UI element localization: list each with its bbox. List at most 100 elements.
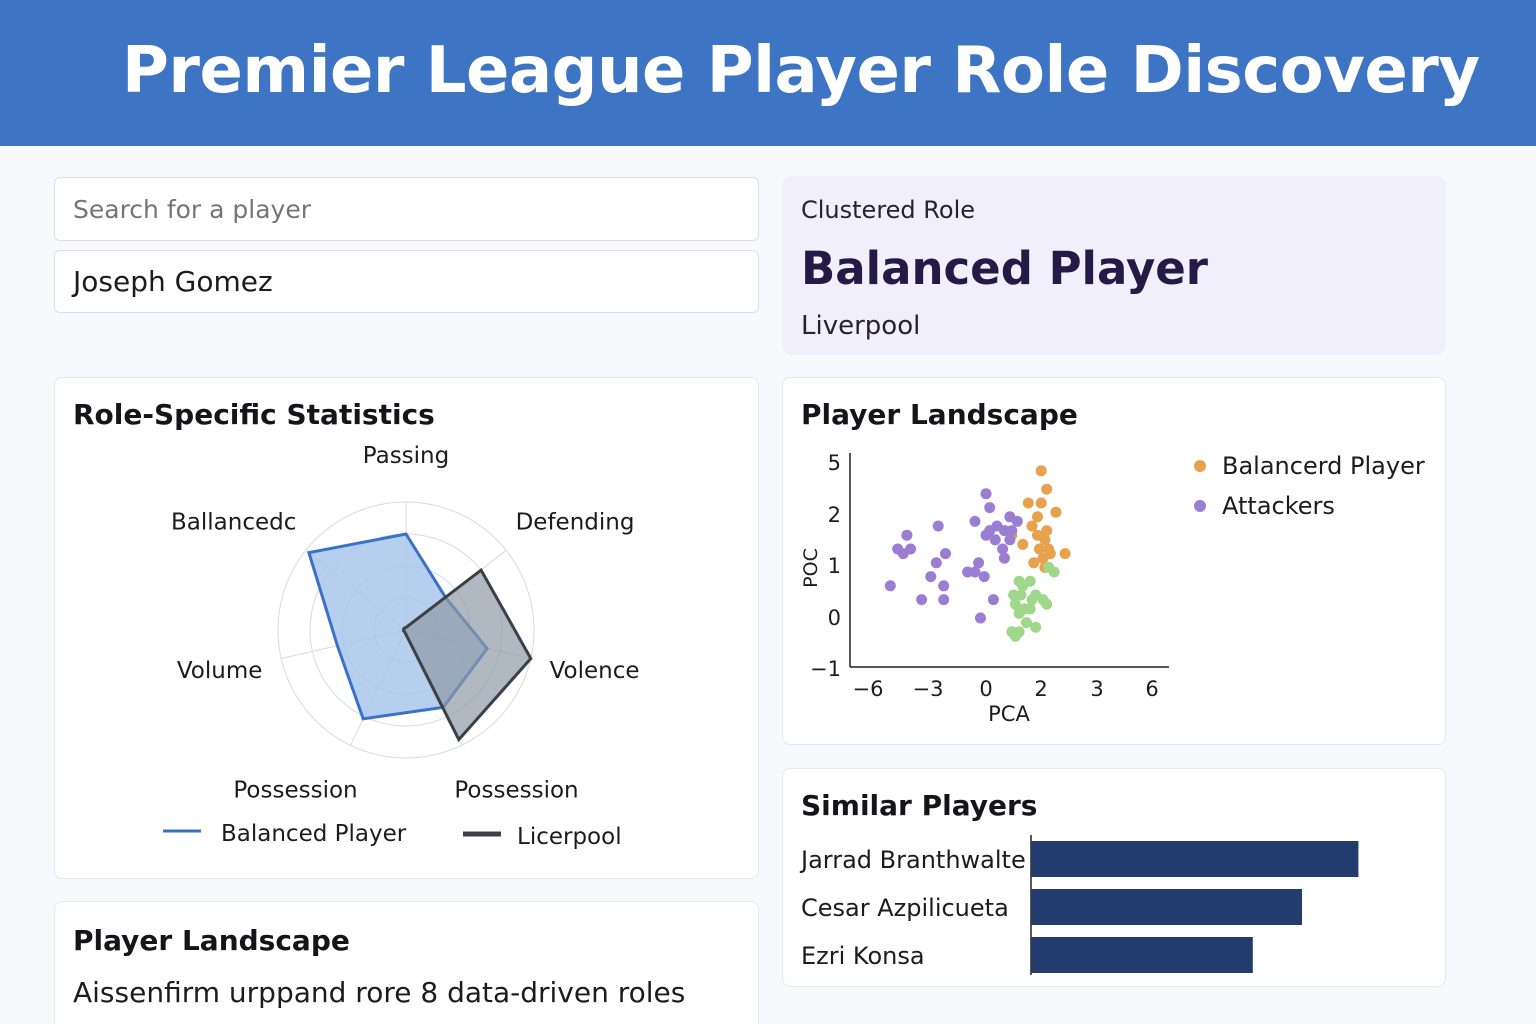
clustered-role-label: Clustered Role bbox=[801, 196, 975, 224]
scatter-point bbox=[1041, 483, 1053, 495]
scatter-point bbox=[1033, 543, 1045, 555]
scatter-point bbox=[980, 488, 992, 500]
scatter-legend-marker bbox=[1194, 500, 1206, 512]
radar-axis-label: Volume bbox=[177, 658, 263, 684]
radar-legend-label: Licerpool bbox=[517, 824, 622, 850]
scatter-point bbox=[1041, 598, 1053, 610]
about-text: Aissenfirm urppand rore 8 data-driven ro… bbox=[73, 976, 686, 1009]
scatter-point bbox=[1017, 538, 1029, 550]
about-title: Player Landscape bbox=[73, 924, 350, 957]
scatter-point bbox=[1017, 580, 1029, 592]
scatter-point bbox=[1024, 603, 1036, 615]
scatter-legend-marker bbox=[1194, 460, 1206, 472]
scatter-point bbox=[1048, 566, 1060, 578]
y-tick-label: 5 bbox=[828, 451, 841, 475]
x-tick-label: −6 bbox=[853, 677, 884, 701]
role-statistics-title: Role-Specific Statistics bbox=[73, 398, 435, 431]
similar-player-name: Ezri Konsa bbox=[801, 942, 925, 970]
scatter-point bbox=[997, 543, 1009, 555]
scatter-point bbox=[969, 515, 981, 527]
scatter-point bbox=[1022, 497, 1034, 509]
scatter-point bbox=[1004, 534, 1016, 546]
radar-axis-label: Possession bbox=[233, 778, 357, 804]
clustered-role-name: Balanced Player bbox=[801, 242, 1208, 295]
scatter-point bbox=[1026, 520, 1038, 532]
scatter-point bbox=[1006, 525, 1018, 537]
scatter-point bbox=[998, 552, 1010, 564]
scatter-legend-label: Attackers bbox=[1222, 492, 1335, 520]
player-landscape-title: Player Landscape bbox=[801, 398, 1078, 431]
scatter-point bbox=[916, 594, 928, 606]
scatter-point bbox=[1013, 607, 1025, 619]
player-landscape-card: Player Landscape −6 −3 0 2 3 6 5 2 1 0 −1 PCA POC Bal… bbox=[782, 377, 1446, 745]
page-title: Premier League Player Role Discovery bbox=[122, 34, 1480, 108]
player-search-input[interactable] bbox=[54, 177, 759, 241]
scatter-point bbox=[978, 571, 990, 583]
selected-player-value: Joseph Gomez bbox=[73, 265, 273, 298]
radar-axis-label: Passing bbox=[363, 443, 449, 469]
x-tick-label: 2 bbox=[1034, 677, 1047, 701]
radar-chart: Passing Defending Volence Possession Possess… bbox=[163, 443, 640, 850]
scatter-point bbox=[884, 580, 896, 592]
scatter-point bbox=[1028, 557, 1040, 569]
scatter-point bbox=[969, 566, 981, 578]
scatter-point bbox=[984, 502, 996, 514]
x-axis-title: PCA bbox=[988, 702, 1030, 726]
radar-series-area bbox=[401, 567, 533, 743]
scatter-point bbox=[1030, 621, 1042, 633]
similar-player-name: Jarrad Branthwalte bbox=[799, 846, 1026, 874]
scatter-point bbox=[1041, 525, 1053, 537]
about-card: Player Landscape Aissenfirm urppand rore… bbox=[54, 901, 759, 1024]
scatter-chart: −6 −3 0 2 3 6 5 2 1 0 −1 PCA POC Balancerd Player Atta… bbox=[800, 451, 1425, 726]
clustered-role-card: Clustered Role Balanced Player Liverpool bbox=[782, 176, 1446, 355]
scatter-point bbox=[987, 594, 999, 606]
scatter-point bbox=[1050, 506, 1062, 518]
y-tick-label: 2 bbox=[828, 503, 841, 527]
scatter-point bbox=[1021, 617, 1032, 629]
scatter-point bbox=[1039, 534, 1051, 546]
similar-player-bar bbox=[1031, 889, 1302, 925]
y-tick-label: 1 bbox=[828, 554, 841, 578]
radar-axis-label: Ballancedc bbox=[171, 509, 296, 535]
scatter-point bbox=[1004, 511, 1016, 523]
player-team: Liverpool bbox=[801, 311, 921, 341]
radar-axis-label: Volence bbox=[550, 658, 640, 684]
scatter-point bbox=[1013, 626, 1025, 638]
y-axis-title: POC bbox=[800, 548, 822, 588]
app-header: Premier League Player Role Discovery bbox=[0, 0, 1536, 146]
scatter-point bbox=[1035, 465, 1047, 477]
y-tick-label: −1 bbox=[810, 657, 841, 681]
y-tick-label: 0 bbox=[828, 606, 841, 630]
role-statistics-card: Role-Specific Statistics Passing Defendin… bbox=[54, 377, 759, 879]
similar-players-title: Similar Players bbox=[801, 789, 1038, 822]
scatter-point bbox=[1009, 598, 1021, 610]
x-tick-label: 0 bbox=[979, 677, 992, 701]
scatter-point bbox=[925, 571, 937, 583]
scatter-point bbox=[1059, 548, 1071, 560]
similar-player-name: Cesar Azpilicueta bbox=[801, 894, 1009, 922]
scatter-point bbox=[905, 543, 917, 555]
scatter-point bbox=[938, 594, 950, 606]
radar-legend-label: Balanced Player bbox=[221, 821, 407, 847]
scatter-point bbox=[930, 557, 942, 569]
scatter-point bbox=[932, 520, 944, 532]
x-tick-label: 6 bbox=[1145, 677, 1158, 701]
radar-axis-label: Possession bbox=[454, 778, 578, 804]
scatter-legend-label: Balancerd Player bbox=[1222, 452, 1425, 480]
scatter-point bbox=[938, 580, 950, 592]
scatter-point bbox=[1035, 497, 1047, 509]
player-select[interactable]: Joseph Gomez bbox=[54, 250, 759, 313]
similar-player-bar bbox=[1031, 937, 1253, 973]
scatter-point bbox=[901, 529, 913, 541]
scatter-point bbox=[1044, 548, 1056, 560]
scatter-point bbox=[989, 534, 1001, 546]
similar-players-bar-chart: Jarrad Branthwalte Cesar Azpilicueta Ezri … bbox=[799, 835, 1359, 975]
scatter-point bbox=[973, 557, 985, 569]
scatter-point bbox=[980, 529, 992, 541]
radar-axis-label: Defending bbox=[516, 509, 635, 535]
scatter-point bbox=[940, 548, 951, 560]
x-tick-label: 3 bbox=[1090, 677, 1103, 701]
similar-players-card: Similar Players Jarrad Branthwalte Cesar … bbox=[782, 768, 1446, 987]
scatter-point bbox=[1032, 511, 1043, 523]
x-tick-label: −3 bbox=[913, 677, 944, 701]
